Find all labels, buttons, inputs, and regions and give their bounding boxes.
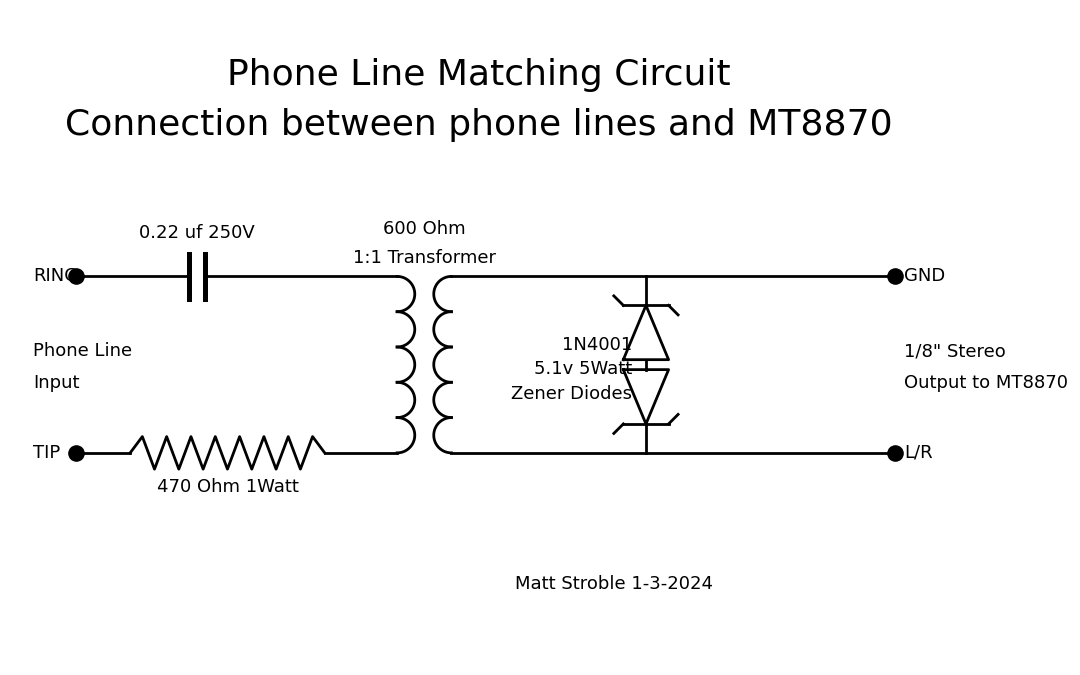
- Text: 470 Ohm 1Watt: 470 Ohm 1Watt: [157, 478, 298, 496]
- Text: Zener Diodes: Zener Diodes: [512, 385, 633, 402]
- Text: L/R: L/R: [904, 444, 932, 462]
- Text: GND: GND: [904, 267, 945, 286]
- Text: 5.1v 5Watt: 5.1v 5Watt: [535, 360, 633, 378]
- Text: 600 Ohm: 600 Ohm: [383, 221, 465, 238]
- Text: Output to MT8870: Output to MT8870: [904, 374, 1068, 392]
- Text: 1/8" Stereo: 1/8" Stereo: [904, 342, 1005, 360]
- Text: Phone Line Matching Circuit: Phone Line Matching Circuit: [227, 57, 730, 92]
- Text: 1:1 Transformer: 1:1 Transformer: [353, 249, 496, 267]
- Text: Connection between phone lines and MT8870: Connection between phone lines and MT887…: [65, 108, 892, 142]
- Text: RING: RING: [33, 267, 79, 286]
- Point: [67, 271, 84, 282]
- Text: Matt Stroble 1-3-2024: Matt Stroble 1-3-2024: [515, 575, 713, 593]
- Text: 1N4001: 1N4001: [563, 335, 633, 354]
- Point: [67, 448, 84, 458]
- Text: TIP: TIP: [33, 444, 60, 462]
- Point: [887, 448, 904, 458]
- Text: Input: Input: [33, 374, 80, 392]
- Text: Phone Line: Phone Line: [33, 342, 133, 360]
- Point: [887, 271, 904, 282]
- Text: 0.22 uf 250V: 0.22 uf 250V: [139, 224, 255, 242]
